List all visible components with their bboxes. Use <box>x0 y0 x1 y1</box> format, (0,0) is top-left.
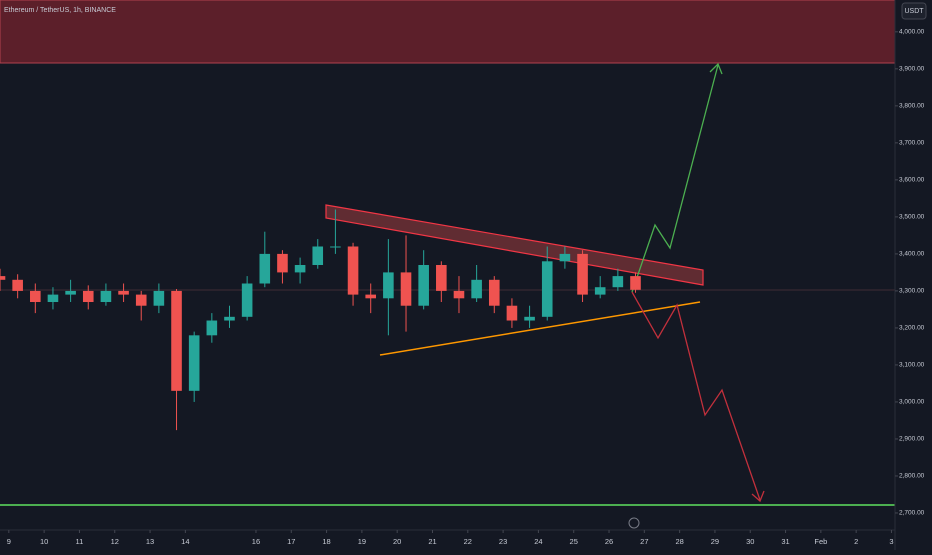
candle-body <box>241 283 253 317</box>
y-tick-label: 2,700.00 <box>899 510 925 517</box>
x-tick-label: 9 <box>7 537 11 546</box>
y-unit: USDT <box>904 8 924 15</box>
candle-body <box>436 265 447 291</box>
bear-arrowhead <box>751 490 765 503</box>
y-tick-label: 3,800.00 <box>899 103 925 110</box>
x-tick-label: 28 <box>675 537 683 546</box>
x-tick-label: 12 <box>111 537 119 546</box>
y-tick-label: 3,000.00 <box>899 399 925 406</box>
bull-arrowhead <box>709 62 723 75</box>
x-tick-label: 20 <box>393 537 401 546</box>
candle-body <box>224 316 235 321</box>
x-tick-label: 16 <box>252 537 260 546</box>
candle-body <box>383 272 394 299</box>
candle-body <box>347 246 359 295</box>
candle-body <box>277 253 288 273</box>
candle-body <box>312 246 324 265</box>
bear-arrow <box>631 291 761 501</box>
candle-body <box>559 253 571 262</box>
candle-body <box>294 265 306 273</box>
candle-body <box>188 335 200 391</box>
candle-body <box>365 294 377 299</box>
x-tick-label: 11 <box>76 537 84 546</box>
x-tick-label: 21 <box>428 537 436 546</box>
candle-body <box>0 276 6 280</box>
candle-body <box>30 290 41 303</box>
lower-trend-line <box>379 301 701 356</box>
x-tick-label: 27 <box>640 537 648 546</box>
x-tick-label: 19 <box>358 537 366 546</box>
y-tick-label: 2,800.00 <box>899 473 925 480</box>
x-tick-label: 3 <box>889 537 893 546</box>
x-tick-label: 18 <box>322 537 330 546</box>
candle-body <box>135 294 147 306</box>
candle-body <box>418 265 429 306</box>
candle-body <box>488 279 500 306</box>
upper-trend-band <box>325 204 704 286</box>
x-tick-label: 24 <box>534 537 542 546</box>
x-tick-label: 23 <box>499 537 507 546</box>
candle-body <box>206 320 218 336</box>
x-tick-label: Feb <box>814 537 827 546</box>
candle-body <box>506 305 518 321</box>
candle-body <box>100 290 112 303</box>
y-tick-label: 3,600.00 <box>899 177 925 184</box>
x-tick-label: 10 <box>40 537 48 546</box>
candle-body <box>118 290 129 295</box>
candle-body <box>47 294 59 303</box>
resistance-zone <box>0 0 896 64</box>
y-tick-label: 3,700.00 <box>899 140 925 147</box>
y-tick-label: 4,000.00 <box>899 29 925 36</box>
x-tick-label: 26 <box>605 537 613 546</box>
chart-title: Ethereum / TetherUS, 1h, BINANCE <box>4 7 116 14</box>
candle-body <box>153 290 165 306</box>
candle-body <box>577 253 588 295</box>
x-tick-label: 17 <box>287 537 295 546</box>
y-tick-label: 3,200.00 <box>899 325 925 332</box>
x-tick-label: 29 <box>711 537 719 546</box>
candle-body <box>524 316 535 321</box>
candle-body <box>12 279 23 291</box>
x-tick-label: 31 <box>781 537 789 546</box>
x-tick-label: 25 <box>570 537 578 546</box>
y-tick-label: 3,900.00 <box>899 66 925 73</box>
y-tick-label: 3,300.00 <box>899 288 925 295</box>
y-tick-label: 3,500.00 <box>899 214 925 221</box>
y-tick-label: 3,400.00 <box>899 251 925 258</box>
candle-body <box>630 276 641 290</box>
candle-body <box>171 290 182 391</box>
x-tick-label: 22 <box>464 537 472 546</box>
candle-body <box>453 290 465 299</box>
unit-badge[interactable] <box>901 2 927 20</box>
candle-body <box>594 287 606 295</box>
candle-body <box>330 246 341 248</box>
event-icon[interactable] <box>628 517 640 529</box>
candle-body <box>259 253 271 284</box>
y-tick-label: 2,900.00 <box>899 436 925 443</box>
x-tick-label: 2 <box>854 537 858 546</box>
x-tick-label: 14 <box>181 537 189 546</box>
x-tick-label: 13 <box>146 537 154 546</box>
candle-body <box>471 279 482 299</box>
candle-body <box>82 290 94 303</box>
candle-body <box>65 290 76 295</box>
candle-body <box>541 261 553 317</box>
x-tick-label: 30 <box>746 537 754 546</box>
y-tick-label: 3,100.00 <box>899 362 925 369</box>
candle-body <box>612 276 624 288</box>
bull-arrow <box>631 64 719 293</box>
candle-body <box>400 272 412 306</box>
